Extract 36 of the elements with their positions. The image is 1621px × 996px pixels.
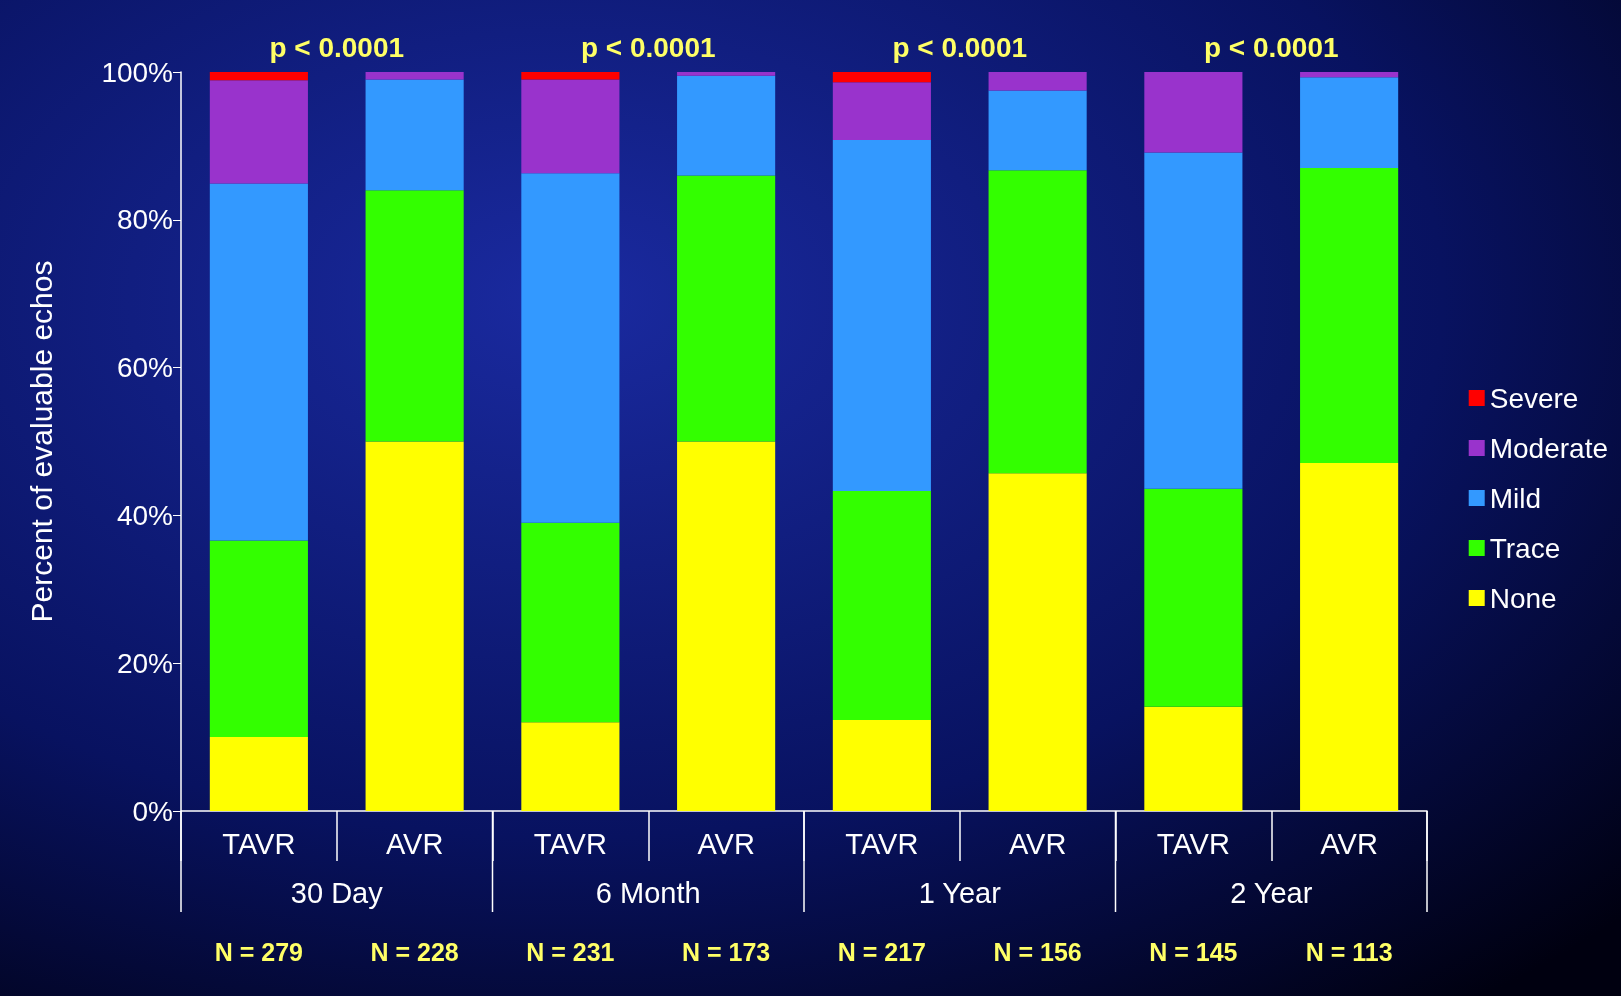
x-tick-label: TAVR	[222, 827, 296, 860]
legend-label: Mild	[1489, 482, 1542, 514]
text: p < 0.0001	[580, 31, 716, 63]
y-tick-label: 80%	[116, 204, 173, 236]
text: 6 Month	[595, 877, 701, 909]
x-tick-label: TAVR	[533, 827, 607, 860]
text: p < 0.0001	[1203, 31, 1339, 63]
text: 2 Year	[1230, 877, 1313, 909]
y-axis-title: Percent of evaluable echos	[24, 260, 58, 623]
x-tick-label: TAVR	[845, 827, 919, 860]
text: N = 156	[993, 938, 1082, 966]
x-tick-label: AVR	[1008, 827, 1067, 860]
legend-label: Trace	[1489, 532, 1561, 564]
text: 1 Year	[918, 877, 1002, 909]
text: N = 279	[214, 938, 304, 966]
x-tick-label: AVR	[385, 827, 444, 860]
x-tick-label: TAVR	[1156, 827, 1230, 860]
y-tick-label: 0%	[132, 795, 173, 827]
x-tick-label: AVR	[697, 827, 755, 860]
legend-label: Severe	[1489, 382, 1579, 414]
text: p < 0.0001	[269, 31, 405, 63]
y-tick-label: 60%	[116, 352, 173, 384]
x-tick-label: AVR	[1320, 827, 1378, 860]
text: N = 217	[837, 938, 927, 966]
text: N = 228	[370, 938, 459, 966]
legend-label: None	[1489, 582, 1557, 614]
text: N = 173	[681, 938, 771, 966]
y-tick-label: 20%	[116, 647, 173, 679]
text: p < 0.0001	[892, 31, 1028, 63]
text: 30 Day	[290, 877, 384, 909]
text: N = 145	[1149, 938, 1238, 966]
legend-label: Moderate	[1489, 432, 1609, 464]
y-tick-label: 100%	[101, 56, 173, 88]
text: N = 113	[1305, 938, 1393, 966]
text: N = 231	[526, 938, 615, 966]
y-tick-label: 40%	[116, 499, 173, 531]
